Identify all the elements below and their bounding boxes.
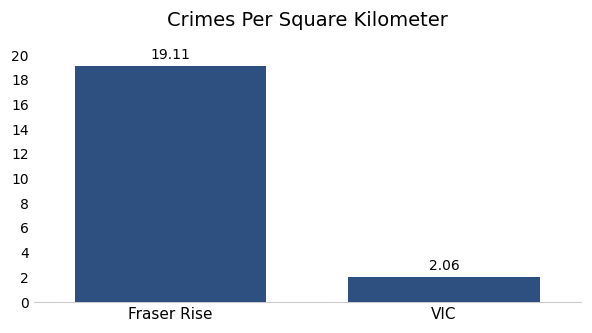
- Bar: [75, 66, 266, 302]
- Bar: [348, 277, 540, 302]
- Text: 2.06: 2.06: [429, 259, 459, 273]
- Title: Crimes Per Square Kilometer: Crimes Per Square Kilometer: [167, 11, 448, 30]
- Text: 19.11: 19.11: [150, 48, 191, 62]
